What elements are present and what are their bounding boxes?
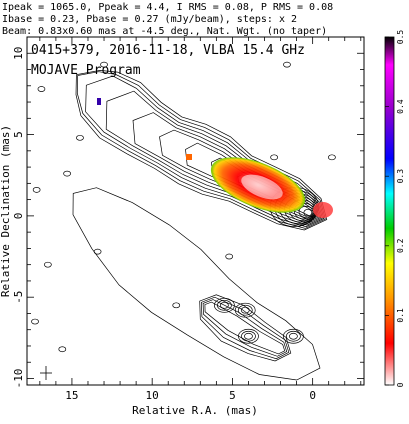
x-axis-label: Relative R.A. (mas) [132,404,258,417]
colorbar-tick-label: 0 [396,382,405,387]
y-tick-label: 5 [12,131,25,138]
colorbar-ticks: 0 0.1 0.2 0.3 0.4 0.5 [385,30,405,387]
noise-contour [37,86,46,92]
y-tick-label: -10 [12,369,25,389]
lower-knot-contour [286,330,301,342]
noise-contour [328,154,336,161]
y-axis-label: Relative Declination (mas) [0,125,12,297]
lower-contour-inner [204,301,286,355]
noise-contour [100,61,108,68]
jet-contour [76,71,326,229]
noise-contour [283,61,291,68]
beam-marker [40,366,52,380]
pol-knot-far [97,98,101,105]
contour-lines [31,61,336,381]
lower-knot-contour [283,328,304,344]
pol-knot-small [186,154,192,160]
y-axis: 10 5 0 -5 -10 [12,36,364,389]
noise-contour [76,134,84,141]
lower-knot-contour [220,301,229,309]
pol-blob-core [241,174,283,200]
core-contour [303,208,313,217]
pol-blob-right [313,202,333,218]
lower-contour-inner [202,299,288,357]
noise-contour [63,170,71,177]
jet-contour [75,70,328,231]
plot-frame [26,36,365,386]
lower-knot-contour [289,332,298,340]
y-tick-label: -5 [12,291,25,304]
colorbar-strip [384,36,395,386]
noise-contour [58,346,67,353]
noise-contour [270,154,278,161]
noise-contour [32,187,41,193]
colorbar-tick-label: 0.3 [396,169,405,184]
colorbar-tick-label: 0.2 [396,238,405,253]
colorbar-tick-label: 0.4 [396,99,405,114]
lower-knot-contour [217,299,232,311]
colorbar: 0 0.1 0.2 0.3 0.4 0.5 [384,30,405,387]
x-tick-label: 10 [146,389,159,402]
lower-knot-contour [244,332,253,340]
core-contour [298,205,314,218]
lower-knot-contour [237,304,253,316]
lower-knot-contour [238,328,259,344]
lower-contour-inner [201,296,290,360]
noise-contour [225,253,234,260]
lower-knot-contour [240,306,250,314]
header-line-3: Beam: 0.83x0.60 mas at -4.5 deg., Nat. W… [2,26,327,37]
lower-knot-contour [241,330,256,342]
lower-contour-outer [72,187,321,381]
x-tick-label: 0 [309,389,316,402]
panel-subtitle: MOJAVE Program [31,63,141,78]
panel-title: 0415+379, 2016-11-18, VLBA 15.4 GHz [31,43,305,58]
header-line-2: Ibase = 0.23, Pbase = 0.27 (mJy/beam), s… [2,14,297,25]
lower-knot-contour [234,302,256,318]
noise-contour [44,261,52,268]
header-line-1: Ipeak = 1065.0, Ppeak = 4.4, I RMS = 0.0… [2,2,333,13]
noise-contour [93,248,102,255]
lower-knot-contour [214,297,235,313]
x-tick-label: 15 [65,389,78,402]
lower-contour-inner [199,294,292,362]
y-tick-label: 0 [12,213,25,220]
x-axis: 15 10 5 0 [39,37,362,402]
noise-contour [31,318,39,325]
colorbar-tick-label: 0.5 [396,30,405,45]
colorbar-tick-label: 0.1 [396,308,405,323]
noise-contour [172,302,181,309]
y-tick-label: 10 [12,47,25,60]
polarization-overlay [97,98,333,218]
x-tick-label: 5 [229,389,236,402]
